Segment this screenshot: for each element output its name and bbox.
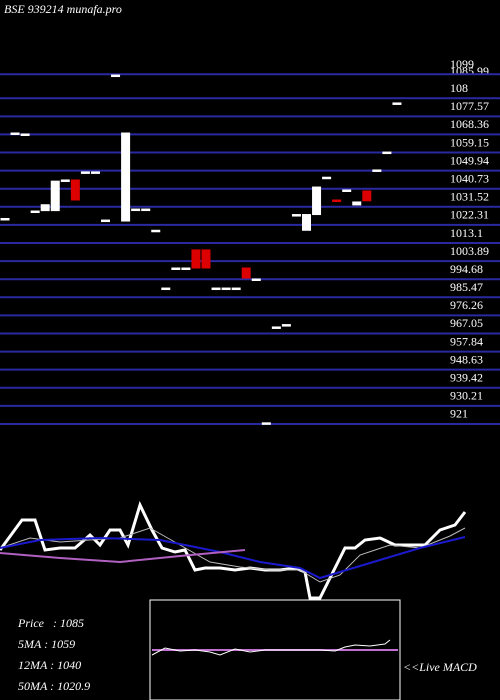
y-tick-label: 967.05 (450, 316, 483, 330)
candle-body (231, 287, 241, 291)
candle-body (171, 267, 181, 270)
candle-body (251, 278, 261, 282)
stat-label: Price : 1085 (17, 616, 84, 630)
stat-label: 50MA : 1020.9 (18, 679, 90, 693)
candle-body (372, 169, 382, 172)
macd-title: <<Live MACD (403, 660, 477, 674)
candle-body (50, 180, 60, 212)
y-tick-label: 1031.52 (450, 190, 489, 204)
series-line (151, 639, 391, 656)
candle-body (271, 326, 281, 329)
stat-label: 12MA : 1040 (18, 658, 81, 672)
y-tick-label: 1013.1 (450, 226, 483, 240)
candle-body (392, 102, 402, 105)
candle-body (221, 287, 231, 291)
candle-body (362, 190, 372, 202)
candle-body (241, 267, 251, 279)
y-tick-label: 976.26 (450, 298, 483, 312)
y-tick-label: 1059.15 (450, 135, 489, 149)
candle-body (312, 186, 322, 216)
candle-body (352, 201, 362, 206)
candle-body (191, 249, 201, 269)
candle-body (141, 208, 151, 212)
candle-body (382, 151, 392, 155)
y-tick-label: 108 (450, 81, 468, 95)
y-tick-label: 1049.94 (450, 153, 489, 167)
candle-body (261, 422, 271, 425)
candle-body (161, 287, 171, 291)
candle-body (30, 210, 40, 214)
series-line (0, 527, 466, 583)
candle-body (131, 208, 141, 212)
candle-body (322, 176, 332, 180)
candle-body (101, 219, 110, 223)
y-tick-label: 1099 (450, 57, 474, 71)
y-tick-label: 939.42 (450, 371, 483, 385)
candle-body (111, 74, 121, 78)
y-tick-label: 930.21 (450, 389, 483, 403)
y-tick-label: 948.63 (450, 352, 483, 366)
candle-body (151, 229, 161, 233)
candle-body (10, 132, 20, 136)
candle-body (302, 214, 311, 231)
candle-body (201, 249, 211, 269)
series-line (0, 500, 467, 600)
candle-body (20, 133, 30, 136)
chart-title: BSE 939214 munafa.pro (4, 2, 122, 16)
y-tick-label: 1040.73 (450, 171, 489, 185)
series-line (0, 536, 466, 580)
y-tick-label: 1003.89 (450, 244, 489, 258)
candle-body (90, 171, 100, 174)
stat-label: 5MA : 1059 (18, 637, 75, 651)
candle-body (342, 189, 352, 192)
candle-body (181, 267, 191, 270)
y-tick-label: 957.84 (450, 334, 483, 348)
y-tick-label: 1022.31 (450, 208, 489, 222)
y-tick-label: 921 (450, 407, 468, 421)
candle-body (70, 179, 80, 201)
macd-frame (149, 599, 401, 700)
candle-body (281, 324, 291, 327)
candle-body (121, 132, 131, 222)
candle-body (211, 287, 221, 291)
y-tick-label: 1077.57 (450, 99, 489, 113)
y-tick-label: 1068.36 (450, 117, 489, 131)
candle-body (40, 204, 50, 212)
candle-body (332, 199, 342, 203)
series-line (0, 549, 246, 564)
y-tick-label: 994.68 (450, 262, 483, 276)
candle-body (291, 214, 301, 217)
candle-body (60, 179, 70, 182)
candle-body (0, 217, 10, 221)
y-tick-label: 985.47 (450, 280, 483, 294)
candle-body (80, 171, 90, 174)
